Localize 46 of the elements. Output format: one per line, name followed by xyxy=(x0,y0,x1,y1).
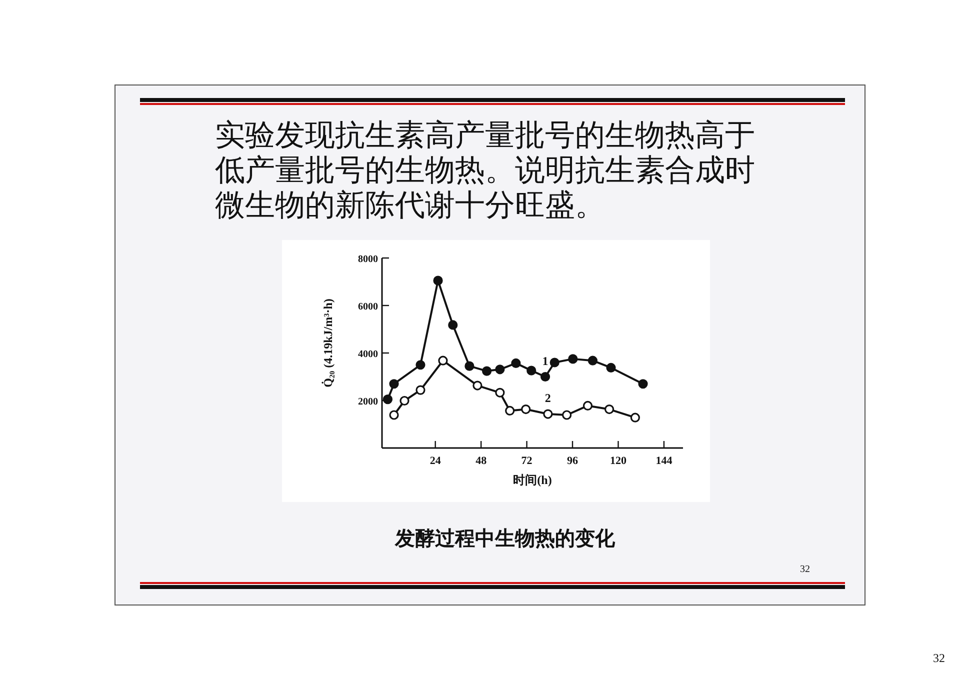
point xyxy=(389,379,399,389)
point xyxy=(464,361,474,371)
point xyxy=(416,360,426,370)
x-tick-label: 72 xyxy=(521,455,533,467)
point xyxy=(638,379,648,389)
text: 32 xyxy=(800,564,810,575)
text: 发酵过程中生物热的变化 xyxy=(394,527,616,550)
series-label: 2 xyxy=(544,391,551,406)
point xyxy=(511,358,521,368)
point xyxy=(389,410,399,420)
x-tick-label: 96 xyxy=(567,455,579,467)
point xyxy=(495,364,505,374)
point xyxy=(568,354,578,364)
y-tick-label: 8000 xyxy=(358,254,378,265)
point xyxy=(448,320,458,330)
x-tick-label: 48 xyxy=(476,455,488,467)
point xyxy=(562,410,572,420)
point xyxy=(526,366,536,376)
chart-title: 实验发现抗生素高产量批号的生物热高于低产量批号的生物热。说明抗生素合成时微生物的新陈代谢十分旺盛。 xyxy=(215,119,755,222)
point xyxy=(582,400,593,411)
point xyxy=(606,362,616,373)
point xyxy=(550,358,560,368)
x-axis-title: 时间(h) xyxy=(513,473,552,487)
point xyxy=(400,396,410,406)
y-axis-title: Q̇₂₀ (4.19kJ/m³·h) xyxy=(320,298,335,388)
point xyxy=(495,388,505,398)
point xyxy=(472,380,482,390)
point xyxy=(543,409,553,419)
point xyxy=(416,385,426,395)
point xyxy=(433,276,443,286)
point xyxy=(438,356,448,366)
point xyxy=(630,412,640,422)
point xyxy=(505,406,515,416)
point xyxy=(521,404,531,414)
y-tick-label: 6000 xyxy=(358,302,378,312)
point xyxy=(482,366,492,376)
x-tick-label: 144 xyxy=(656,455,673,467)
point xyxy=(604,404,614,414)
point xyxy=(540,372,550,382)
series-label: 1 xyxy=(542,354,548,368)
x-tick-label: 24 xyxy=(430,455,442,467)
y-tick-label: 2000 xyxy=(358,396,378,408)
x-tick-label: 120 xyxy=(610,455,627,467)
point xyxy=(588,356,598,366)
text: 32 xyxy=(933,651,945,665)
y-tick-label: 4000 xyxy=(358,349,378,360)
